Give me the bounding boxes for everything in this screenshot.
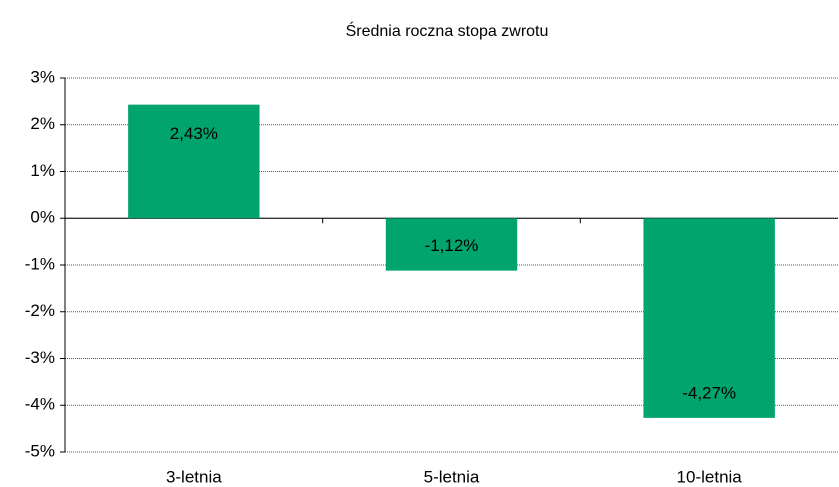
y-tick-label: -1% (25, 254, 55, 273)
y-tick-label: -5% (25, 441, 55, 460)
y-tick-label: 3% (30, 67, 55, 86)
x-tick-label: 5-letnia (424, 467, 480, 486)
y-tick-label: -2% (25, 301, 55, 320)
bar (128, 104, 260, 219)
x-tick-label: 3-letnia (166, 467, 222, 486)
bar (643, 218, 775, 418)
y-tick-label: 1% (30, 161, 55, 180)
y-tick-label: 2% (30, 114, 55, 133)
y-tick-label: -3% (25, 348, 55, 367)
y-tick-label: 0% (30, 208, 55, 227)
value-label: -1,12% (425, 236, 479, 255)
value-label: 2,43% (170, 124, 218, 143)
chart-title: Średnia roczna stopa zwrotu (346, 21, 549, 40)
bar (385, 218, 518, 271)
x-tick-label: 10-letnia (677, 467, 743, 486)
value-label: -4,27% (682, 383, 736, 402)
y-tick-label: -4% (25, 395, 55, 414)
